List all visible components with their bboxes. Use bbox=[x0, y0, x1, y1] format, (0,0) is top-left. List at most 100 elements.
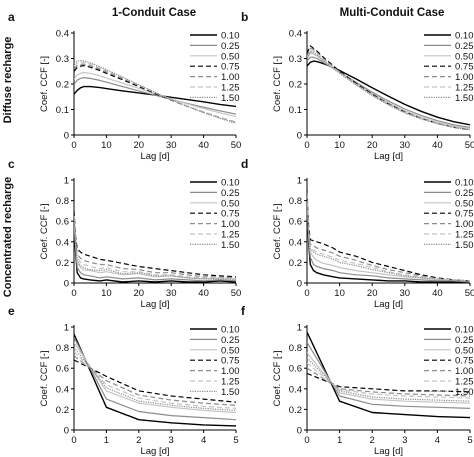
x-tick-label: 10 bbox=[334, 288, 345, 299]
legend-label-0.25: 0.25 bbox=[455, 335, 474, 346]
y-tick-label: 0 bbox=[297, 131, 302, 142]
y-tick-label: 0.6 bbox=[289, 364, 302, 375]
y-tick-label: 0.8 bbox=[289, 196, 302, 207]
x-tick-label: 40 bbox=[432, 288, 443, 299]
legend-label-0.10: 0.10 bbox=[221, 31, 240, 42]
legend-label-0.10: 0.10 bbox=[221, 178, 240, 189]
series-line-1.50 bbox=[307, 195, 470, 282]
series-line-1.50 bbox=[74, 221, 236, 281]
panel-letter-d: d bbox=[241, 157, 248, 171]
panel-a: a 0 0.1 0.2 0.3 0.4 0 10 20 30 40 50 Lag [d] Coef. CC… bbox=[8, 10, 241, 162]
legend-label-0.75: 0.75 bbox=[221, 62, 240, 73]
y-axis-label: Coef. CCF [-] bbox=[272, 204, 283, 260]
y-tick-label: 0 bbox=[64, 279, 69, 290]
series-line-0.75 bbox=[307, 45, 470, 131]
x-tick-label: 20 bbox=[367, 140, 378, 151]
series-line-0.10 bbox=[307, 60, 470, 126]
legend-label-1.50: 1.50 bbox=[221, 387, 240, 398]
legend-label-1.50: 1.50 bbox=[455, 93, 474, 104]
legend-label-1.25: 1.25 bbox=[221, 83, 240, 94]
y-axis-label: Coef. CCF [-] bbox=[39, 204, 50, 260]
x-tick-label: 3 bbox=[402, 435, 407, 446]
y-tick-label: 0.4 bbox=[289, 29, 302, 40]
legend-label-0.50: 0.50 bbox=[455, 51, 474, 62]
x-tick-label: 4 bbox=[435, 435, 440, 446]
series-line-0.75 bbox=[74, 64, 236, 123]
series-line-0.50 bbox=[307, 195, 470, 282]
legend-label-0.25: 0.25 bbox=[221, 41, 240, 52]
x-tick-label: 30 bbox=[166, 140, 177, 151]
y-tick-label: 0 bbox=[64, 131, 69, 142]
x-tick-label: 4 bbox=[201, 435, 206, 446]
legend-label-1.50: 1.50 bbox=[221, 240, 240, 251]
series-line-1.25 bbox=[307, 50, 470, 131]
x-tick-label: 30 bbox=[400, 288, 411, 299]
legend-label-1.00: 1.00 bbox=[455, 366, 474, 377]
legend-label-0.50: 0.50 bbox=[221, 345, 240, 356]
x-tick-label: 10 bbox=[101, 288, 112, 299]
y-tick-label: 0.1 bbox=[289, 105, 302, 116]
panel-e: e 0 0.2 0.4 0.6 0.8 1 0 1 2 3 4 5 Lag [d] Coef. CCF [-… bbox=[8, 304, 240, 457]
legend-label-0.75: 0.75 bbox=[221, 356, 240, 367]
y-tick-label: 0.2 bbox=[289, 80, 302, 91]
x-tick-label: 20 bbox=[134, 140, 145, 151]
series-line-0.50 bbox=[74, 342, 236, 414]
series-line-0.25 bbox=[74, 76, 236, 115]
legend-label-0.75: 0.75 bbox=[455, 62, 474, 73]
series-line-0.10 bbox=[74, 333, 236, 427]
legend-label-0.25: 0.25 bbox=[221, 335, 240, 346]
series-line-1.25 bbox=[307, 362, 470, 399]
legend-label-0.50: 0.50 bbox=[221, 198, 240, 209]
series-line-0.25 bbox=[307, 56, 470, 128]
column-title-multi-conduit: Multi-Conduit Case bbox=[340, 7, 445, 19]
y-tick-label: 0.4 bbox=[56, 237, 69, 248]
x-tick-label: 0 bbox=[304, 435, 309, 446]
legend-label-1.25: 1.25 bbox=[455, 230, 474, 241]
y-tick-label: 1 bbox=[64, 176, 69, 187]
x-tick-label: 20 bbox=[367, 288, 378, 299]
legend-label-1.00: 1.00 bbox=[221, 219, 240, 230]
y-tick-label: 0.6 bbox=[289, 217, 302, 228]
legend-label-0.50: 0.50 bbox=[455, 198, 474, 209]
series-line-1.50 bbox=[307, 51, 470, 131]
y-tick-label: 0.2 bbox=[289, 405, 302, 416]
series-line-1.50 bbox=[307, 357, 470, 402]
series-line-0.50 bbox=[74, 71, 236, 118]
x-tick-label: 0 bbox=[71, 140, 76, 151]
series-line-1.00 bbox=[74, 216, 236, 279]
legend-label-0.25: 0.25 bbox=[455, 188, 474, 199]
y-tick-label: 0.8 bbox=[56, 196, 69, 207]
legend-label-0.25: 0.25 bbox=[455, 41, 474, 52]
series-line-0.10 bbox=[307, 331, 470, 419]
series-line-1.00 bbox=[307, 192, 470, 282]
y-axis-label: Coef. CCF [-] bbox=[272, 56, 283, 112]
x-tick-label: 40 bbox=[198, 140, 209, 151]
panel-letter-e: e bbox=[8, 304, 15, 318]
legend-label-1.25: 1.25 bbox=[455, 377, 474, 388]
x-tick-label: 50 bbox=[465, 140, 474, 151]
x-tick-label: 1 bbox=[337, 435, 342, 446]
y-tick-label: 0.4 bbox=[289, 384, 302, 395]
column-title-1-conduit: 1-Conduit Case bbox=[112, 7, 196, 19]
x-axis-label: Lag [d] bbox=[140, 299, 169, 310]
series-line-0.75 bbox=[307, 372, 470, 393]
x-tick-label: 0 bbox=[304, 288, 309, 299]
x-tick-label: 30 bbox=[166, 288, 177, 299]
x-tick-label: 10 bbox=[334, 140, 345, 151]
y-tick-label: 0.8 bbox=[289, 343, 302, 354]
x-tick-label: 10 bbox=[101, 140, 112, 151]
x-tick-label: 50 bbox=[231, 140, 242, 151]
legend-label-0.75: 0.75 bbox=[455, 356, 474, 367]
legend-label-0.10: 0.10 bbox=[221, 325, 240, 336]
y-tick-label: 0.6 bbox=[56, 217, 69, 228]
series-line-1.25 bbox=[307, 194, 470, 282]
legend-label-0.50: 0.50 bbox=[455, 345, 474, 356]
panel-f: f 0 0.2 0.4 0.6 0.8 1 0 1 2 3 4 5 Lag [d] Coef. CCF [-… bbox=[241, 304, 474, 457]
legend-label-0.25: 0.25 bbox=[221, 188, 240, 199]
legend-label-1.00: 1.00 bbox=[455, 219, 474, 230]
y-tick-label: 0 bbox=[64, 426, 69, 437]
x-axis-label: Lag [d] bbox=[374, 299, 403, 310]
